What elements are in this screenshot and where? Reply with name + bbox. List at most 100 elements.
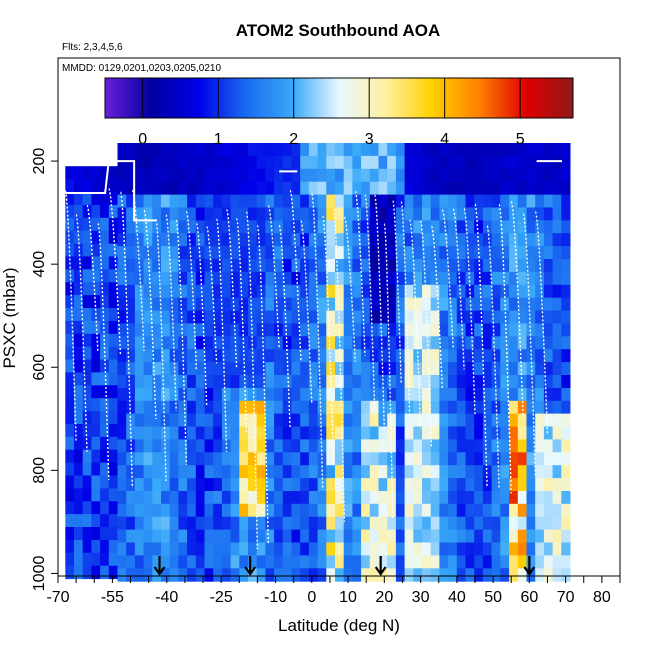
aoa-cell [117,246,127,260]
aoa-cell [74,514,84,528]
aoa-cell [491,400,501,415]
aoa-cell [361,349,371,363]
aoa-cell [91,385,101,399]
aoa-cell [482,297,493,312]
aoa-cell [535,478,545,492]
aoa-cell [291,465,301,479]
aoa-cell [178,478,188,492]
aoa-cell [169,155,179,170]
aoa-cell [126,542,136,556]
aoa-cell [134,400,145,415]
aoa-cell [230,452,240,466]
aoa-cell [265,362,275,376]
aoa-cell [482,271,493,286]
aoa-cell [204,349,214,363]
aoa-cell [465,259,475,273]
aoa-cell [422,478,432,492]
aoa-cell [404,452,414,466]
aoa-cell [317,259,327,273]
aoa-cell [239,400,249,415]
aoa-cell [369,452,379,466]
aoa-cell [308,233,319,247]
aoa-cell [239,233,249,247]
aoa-cell [230,426,240,440]
aoa-cell [221,220,232,234]
latitude-arrow [244,556,257,576]
aoa-cell [74,475,84,489]
aoa-cell [509,168,519,183]
aoa-cell [248,181,258,196]
aoa-cell [265,387,275,402]
aoa-cell [100,436,110,451]
aoa-cell [343,465,353,479]
aoa-cell [239,143,249,157]
aoa-cell [413,426,423,440]
aoa-cell [265,233,275,247]
aoa-cell [335,413,345,427]
aoa-cell [509,387,519,402]
aoa-cell [239,529,249,543]
aoa-cell [387,310,397,324]
aoa-cell [100,166,110,180]
aoa-cell [343,413,353,427]
aoa-cell [195,555,205,569]
latitude-arrow [153,556,166,576]
aoa-cell [439,503,449,518]
aoa-cell [74,166,84,180]
aoa-cell [152,207,162,221]
aoa-cell [491,336,501,350]
aoa-cell [169,271,179,286]
aoa-cell [274,555,284,569]
aoa-cell [291,181,301,196]
aoa-cell [326,349,336,363]
aoa-cell [282,155,292,170]
aoa-cell [65,282,75,296]
aoa-cell [335,529,345,543]
aoa-cell [343,349,353,363]
aoa-cell [422,400,432,415]
aoa-cell [439,246,449,260]
aoa-cell [404,349,414,363]
aoa-cell [456,413,466,427]
aoa-cell [404,310,414,324]
aoa-cell [178,516,188,531]
aoa-cell [439,310,449,324]
aoa-cell [517,155,527,170]
x-tick-label: 20 [375,589,393,606]
aoa-cell [465,452,475,466]
aoa-cell [335,297,345,312]
aoa-cell [282,387,292,402]
aoa-cell [65,359,75,373]
aoa-cell [491,310,501,324]
aoa-cell [535,362,545,376]
aoa-cell [300,194,310,208]
aoa-cell [274,400,284,415]
aoa-cell [108,204,118,219]
aoa-cell [543,168,554,183]
aoa-cell [343,375,353,389]
aoa-cell [500,246,510,260]
aoa-cell [317,375,327,389]
aoa-cell [256,439,266,453]
aoa-cell [134,310,145,324]
aoa-cell [65,475,75,489]
aoa-cell [526,233,536,247]
aoa-cell [378,194,388,208]
aoa-cell [230,181,240,196]
aoa-cell [430,310,440,324]
aoa-cell [430,568,440,582]
aoa-cell [369,439,379,453]
aoa-cell [143,426,153,440]
aoa-cell [248,400,258,415]
aoa-cell [517,336,527,350]
aoa-cell [204,336,214,350]
aoa-cell [108,385,118,399]
aoa-cell [439,465,449,479]
aoa-cell [474,387,484,402]
aoa-cell [326,542,336,556]
aoa-cell [291,233,301,247]
aoa-cell [195,400,205,415]
aoa-cell [343,555,353,569]
aoa-cell [282,426,292,440]
aoa-cell [491,362,501,376]
